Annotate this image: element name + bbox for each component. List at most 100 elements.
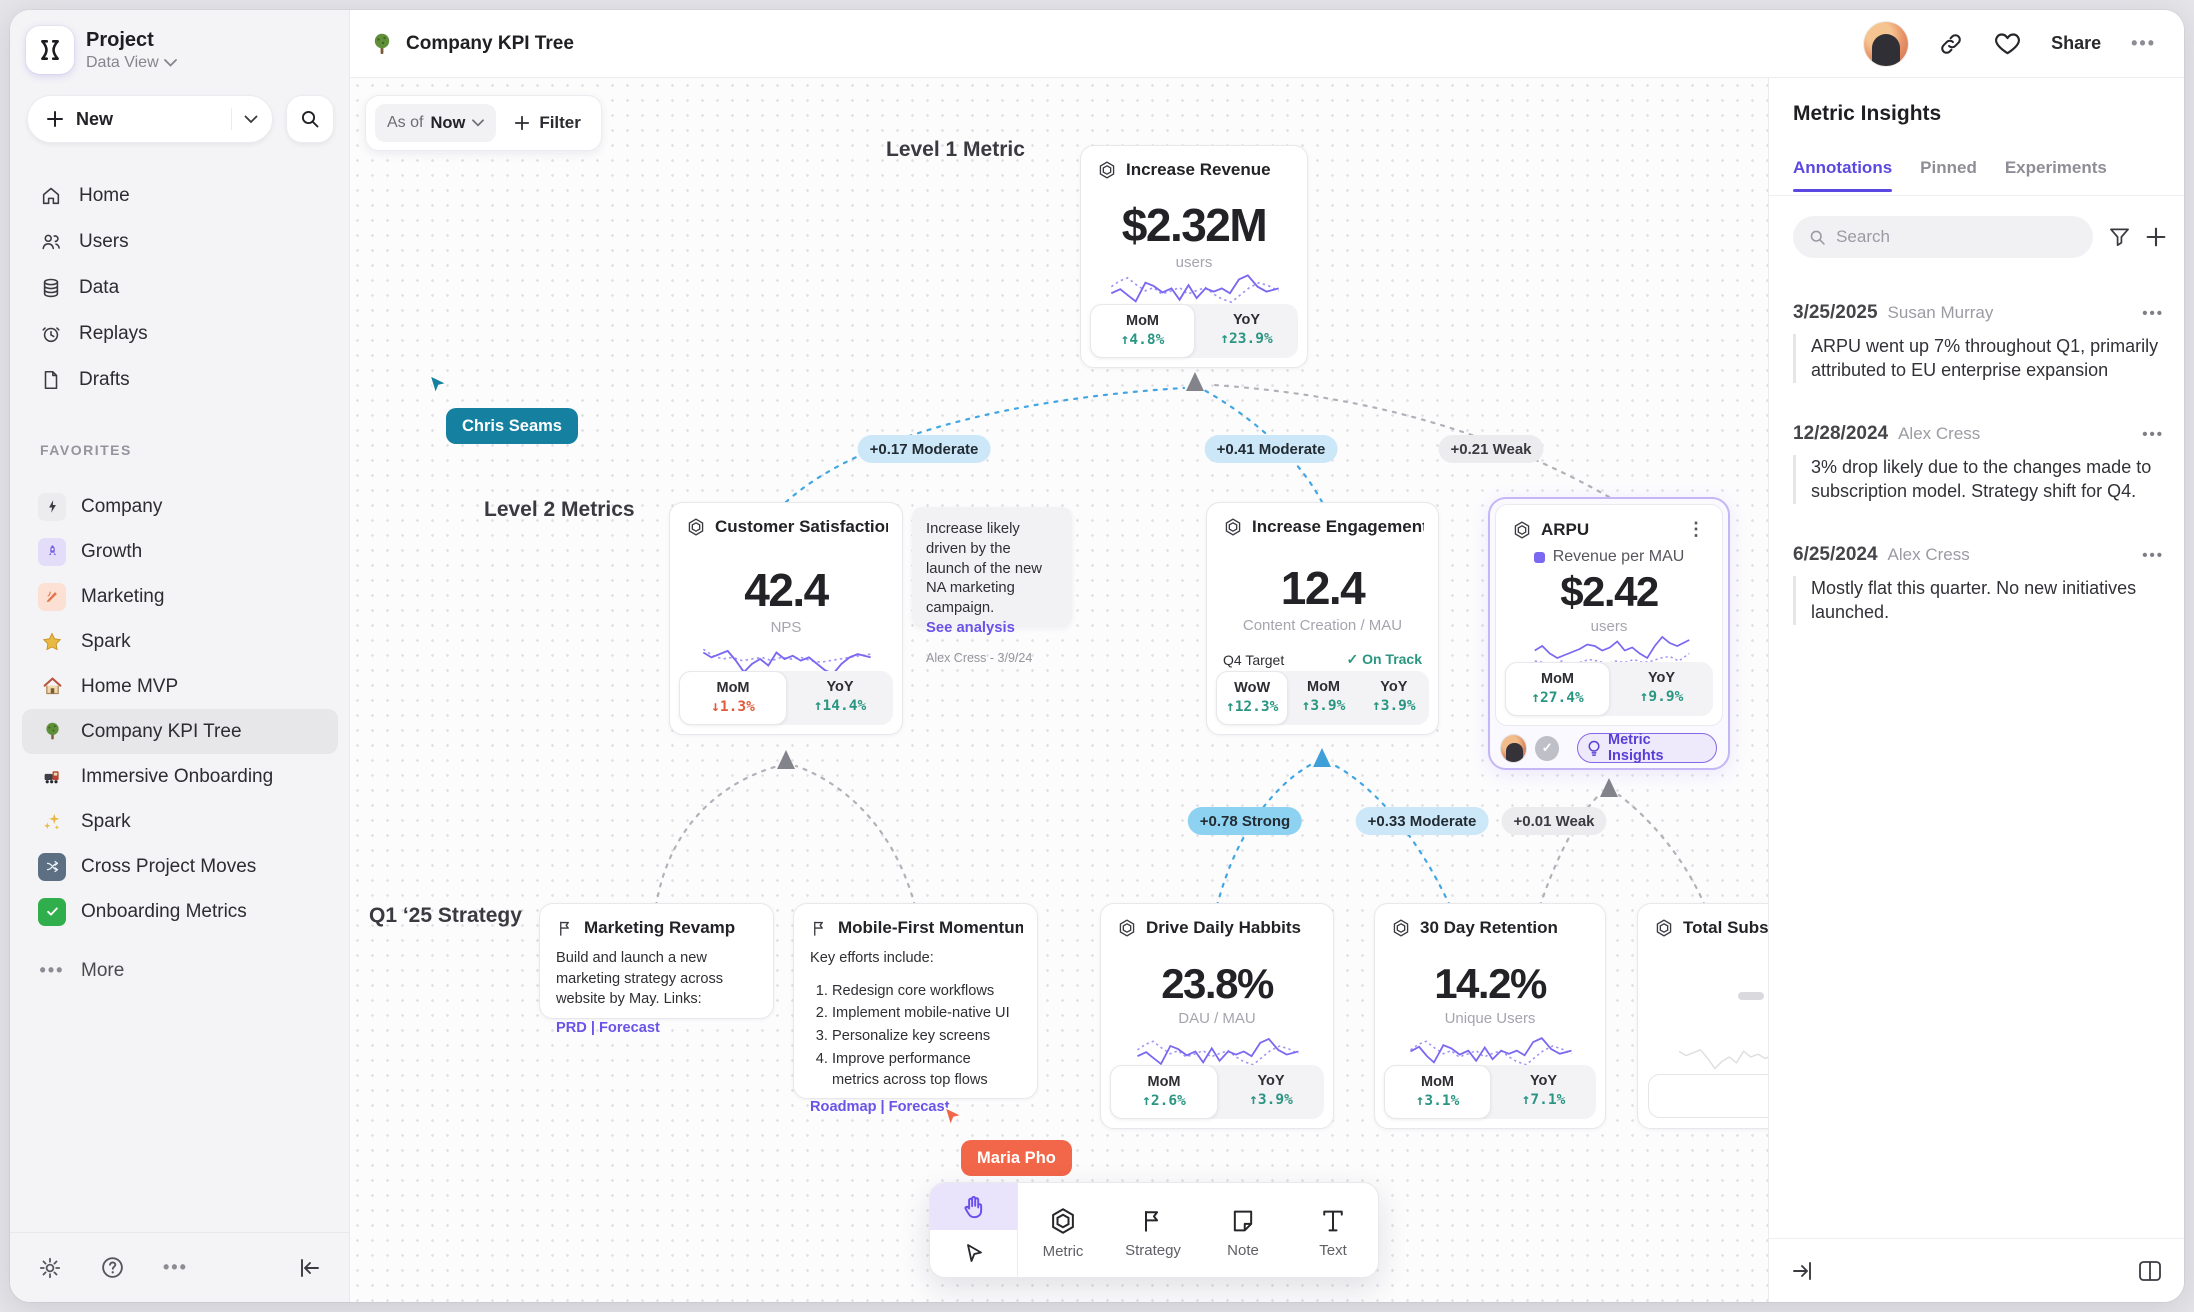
favorite-item-immersive-onboarding[interactable]: Immersive Onboarding (22, 754, 338, 799)
stat-yoy[interactable]: YoY ↑3.9% (1359, 671, 1429, 725)
search-button[interactable] (286, 95, 334, 143)
stat-yoy[interactable]: YoY ↑14.4% (787, 671, 893, 725)
strategy-card-marketing-revamp[interactable]: Marketing Revamp Build and launch a new … (539, 903, 774, 1036)
annotation-entry[interactable]: 3/25/2025 Susan Murray ••• ARPU went up … (1793, 302, 2164, 383)
stat-yoy[interactable]: YoY ↑3.9% (1218, 1065, 1324, 1119)
sidebar-overflow-button[interactable]: ••• (163, 1257, 188, 1277)
connect-data-button[interactable]: + Connec (1648, 1074, 1768, 1118)
hand-tool-button[interactable] (930, 1183, 1017, 1230)
stat-mom[interactable]: MoM ↑2.6% (1110, 1065, 1218, 1119)
note-tool-button[interactable]: Note (1198, 1183, 1288, 1277)
annotation-note-card[interactable]: Increase likely driven by the launch of … (912, 507, 1072, 665)
stat-mom[interactable]: MoM ↑27.4% (1505, 662, 1610, 716)
metric-card-customer-satisfaction[interactable]: Customer Satisfaction 42.4 NPS MoM ↓1.3%… (669, 502, 903, 735)
strategy-card-mobile-first-momentum[interactable]: Mobile-First Momentum Key efforts includ… (793, 903, 1038, 1115)
favorite-heart-button[interactable] (1994, 31, 2021, 56)
sidebar-item-label: Replays (79, 323, 148, 344)
tab-experiments[interactable]: Experiments (2004, 158, 2107, 177)
stat-mom[interactable]: MoM ↑4.8% (1090, 304, 1195, 358)
sidebar-item-home[interactable]: Home (26, 173, 334, 219)
stat-mom[interactable]: MoM ↓1.3% (679, 671, 787, 725)
add-filter-button[interactable]: Filter (514, 113, 581, 133)
favorite-item-spark[interactable]: Spark (22, 619, 338, 664)
select-tool-button[interactable] (930, 1230, 1017, 1277)
favorite-item-cross-project-moves[interactable]: Cross Project Moves (22, 844, 338, 889)
see-analysis-link[interactable]: See analysis (926, 620, 1015, 637)
collapse-sidebar-button[interactable] (299, 1258, 321, 1278)
annotation-entry[interactable]: 12/28/2024 Alex Cress ••• 3% drop likely… (1793, 423, 2164, 504)
edge-label[interactable]: +0.21 Weak (1438, 435, 1544, 463)
annotation-search[interactable] (1793, 216, 2093, 258)
sidebar-item-data[interactable]: Data (26, 265, 334, 311)
stat-yoy[interactable]: YoY ↑23.9% (1195, 304, 1298, 358)
stat-label: YoY (1647, 670, 1676, 686)
tab-pinned[interactable]: Pinned (1920, 158, 1977, 177)
settings-gear-button[interactable] (38, 1256, 62, 1280)
metric-card-30-day-retention[interactable]: 30 Day Retention 14.2% Unique Users MoM … (1374, 903, 1606, 1129)
favorite-item-growth[interactable]: Growth (22, 529, 338, 574)
favorite-item-onboarding-metrics[interactable]: Onboarding Metrics (22, 889, 338, 934)
metric-insights-label: Metric Insights (1608, 732, 1664, 764)
favorite-item-marketing[interactable]: Marketing (22, 574, 338, 619)
stat-mom[interactable]: MoM ↑3.9% (1288, 671, 1358, 725)
cursor-arrow-icon (428, 374, 449, 396)
strategy-links[interactable]: Roadmap | Forecast (810, 1099, 950, 1116)
sidebar-item-users[interactable]: Users (26, 219, 334, 265)
favorite-item-company[interactable]: Company (22, 484, 338, 529)
tab-annotations[interactable]: Annotations (1793, 158, 1893, 192)
as-of-selector[interactable]: As of Now (375, 104, 497, 142)
sidebar-more-button[interactable]: ••• More (22, 948, 338, 993)
edge-label[interactable]: +0.17 Moderate (857, 435, 991, 463)
metric-card-drive-daily-habbits[interactable]: Drive Daily Habbits 23.8% DAU / MAU MoM … (1100, 903, 1334, 1129)
chevron-down-icon[interactable] (244, 115, 258, 124)
edge-label[interactable]: +0.01 Weak (1501, 807, 1607, 835)
sidebar-item-drafts[interactable]: Drafts (26, 357, 334, 403)
strategy-links[interactable]: PRD | Forecast (556, 1020, 660, 1037)
edge-label[interactable]: +0.78 Strong (1187, 807, 1303, 835)
copy-link-button[interactable] (1938, 31, 1964, 57)
metric-card-increase-engagement[interactable]: Increase Engagement 12.4 Content Creatio… (1206, 502, 1439, 735)
stat-yoy[interactable]: YoY ↑7.1% (1491, 1065, 1596, 1119)
filter-annotations-button[interactable] (2109, 227, 2130, 247)
strategy-tool-button[interactable]: Strategy (1108, 1183, 1198, 1277)
collapse-panel-button[interactable] (1791, 1261, 1813, 1281)
search-icon (1810, 230, 1825, 245)
add-annotation-button[interactable] (2146, 227, 2166, 247)
bolt-icon (38, 492, 66, 521)
edge-label[interactable]: +0.41 Moderate (1204, 435, 1338, 463)
metric-card-arpu-selected[interactable]: ARPU ⋮ Revenue per MAU $2.42 users MoM ↑… (1488, 497, 1730, 770)
annotation-menu-button[interactable]: ••• (2142, 547, 2164, 564)
favorite-item-home-mvp[interactable]: Home MVP (22, 664, 338, 709)
annotation-menu-button[interactable]: ••• (2142, 305, 2164, 322)
kpi-tree-canvas[interactable]: As of Now Filter Level 1 Metric Level 2 … (350, 78, 1768, 1302)
sidebar-nav: Home Users Data Replays Drafts (26, 173, 334, 403)
stat-mom[interactable]: MoM ↑3.1% (1384, 1065, 1491, 1119)
sparkline-chart (1410, 1037, 1572, 1066)
share-button[interactable]: Share (2051, 33, 2102, 53)
stat-yoy[interactable]: YoY ↑9.9% (1610, 662, 1713, 716)
card-menu-button[interactable]: ⋮ (1687, 519, 1705, 539)
text-tool-button[interactable]: Text (1288, 1183, 1378, 1277)
user-avatar[interactable] (1864, 21, 1909, 66)
metric-insights-button[interactable]: Metric Insights (1576, 732, 1717, 764)
topbar-overflow-button[interactable]: ••• (2131, 33, 2156, 53)
split-view-button[interactable] (2138, 1260, 2162, 1282)
collaborator-avatar[interactable] (1501, 734, 1527, 762)
stat-label: MoM (1125, 313, 1159, 329)
annotation-menu-button[interactable]: ••• (2142, 426, 2164, 443)
annotation-entry[interactable]: 6/25/2024 Alex Cress ••• Mostly flat thi… (1793, 544, 2164, 625)
stat-wow[interactable]: WoW ↑12.3% (1216, 671, 1289, 725)
search-input[interactable] (1836, 227, 2077, 247)
metric-card-increase-revenue[interactable]: Increase Revenue $2.32M users MoM ↑4.8% … (1080, 145, 1308, 368)
favorite-item-company-kpi-tree[interactable]: Company KPI Tree (22, 709, 338, 754)
new-button[interactable]: New (27, 95, 273, 143)
metric-tool-button[interactable]: Metric (1018, 1183, 1108, 1277)
workspace-logo[interactable] (26, 26, 74, 74)
sidebar-item-replays[interactable]: Replays (26, 311, 334, 357)
stat-row: MoM ↑3.1% YoY ↑7.1% (1384, 1065, 1596, 1119)
edge-label[interactable]: +0.33 Moderate (1355, 807, 1489, 835)
metric-card-total-subscriptions[interactable]: Total Subscript + Connec (1637, 903, 1768, 1129)
project-view-switcher[interactable]: Data View (86, 54, 177, 72)
help-button[interactable] (100, 1255, 125, 1280)
favorite-item-spark-2[interactable]: Spark (22, 799, 338, 844)
